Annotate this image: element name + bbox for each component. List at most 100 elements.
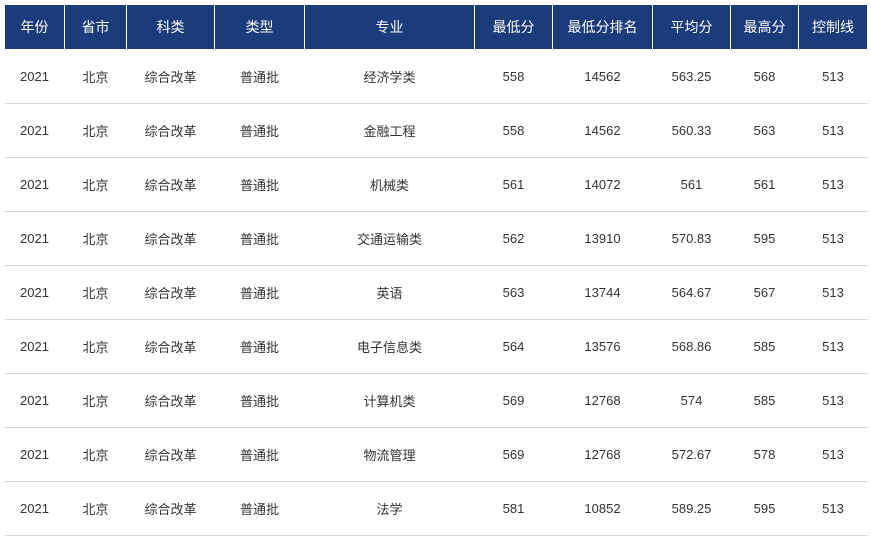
header-max: 最高分 — [731, 5, 799, 50]
cell-major: 交通运输类 — [305, 212, 475, 266]
cell-minrank: 12768 — [553, 428, 653, 482]
cell-avg: 570.83 — [653, 212, 731, 266]
cell-subject: 综合改革 — [127, 50, 215, 104]
cell-avg: 574 — [653, 374, 731, 428]
admission-score-table: 年份省市科类类型专业最低分最低分排名平均分最高分控制线 2021北京综合改革普通… — [4, 4, 868, 536]
cell-type: 普通批 — [215, 320, 305, 374]
cell-province: 北京 — [65, 158, 127, 212]
cell-min: 558 — [475, 104, 553, 158]
header-year: 年份 — [5, 5, 65, 50]
cell-min: 569 — [475, 428, 553, 482]
table-row: 2021北京综合改革普通批交通运输类56213910570.83595513 — [5, 212, 868, 266]
cell-avg: 589.25 — [653, 482, 731, 536]
cell-type: 普通批 — [215, 158, 305, 212]
cell-min: 558 — [475, 50, 553, 104]
cell-province: 北京 — [65, 482, 127, 536]
cell-year: 2021 — [5, 212, 65, 266]
cell-max: 578 — [731, 428, 799, 482]
table-row: 2021北京综合改革普通批电子信息类56413576568.86585513 — [5, 320, 868, 374]
cell-min: 564 — [475, 320, 553, 374]
cell-major: 经济学类 — [305, 50, 475, 104]
header-ctrl: 控制线 — [799, 5, 868, 50]
cell-subject: 综合改革 — [127, 158, 215, 212]
cell-avg: 561 — [653, 158, 731, 212]
cell-type: 普通批 — [215, 50, 305, 104]
table-row: 2021北京综合改革普通批机械类56114072561561513 — [5, 158, 868, 212]
cell-year: 2021 — [5, 104, 65, 158]
cell-ctrl: 513 — [799, 212, 868, 266]
cell-max: 585 — [731, 374, 799, 428]
cell-minrank: 13910 — [553, 212, 653, 266]
cell-max: 595 — [731, 212, 799, 266]
cell-type: 普通批 — [215, 104, 305, 158]
cell-ctrl: 513 — [799, 158, 868, 212]
cell-max: 567 — [731, 266, 799, 320]
table-body: 2021北京综合改革普通批经济学类55814562563.25568513202… — [5, 50, 868, 536]
cell-year: 2021 — [5, 266, 65, 320]
cell-ctrl: 513 — [799, 320, 868, 374]
header-row: 年份省市科类类型专业最低分最低分排名平均分最高分控制线 — [5, 5, 868, 50]
cell-major: 法学 — [305, 482, 475, 536]
cell-max: 595 — [731, 482, 799, 536]
cell-year: 2021 — [5, 320, 65, 374]
cell-max: 585 — [731, 320, 799, 374]
cell-max: 568 — [731, 50, 799, 104]
cell-ctrl: 513 — [799, 428, 868, 482]
cell-year: 2021 — [5, 158, 65, 212]
cell-type: 普通批 — [215, 212, 305, 266]
table-row: 2021北京综合改革普通批英语56313744564.67567513 — [5, 266, 868, 320]
cell-subject: 综合改革 — [127, 212, 215, 266]
cell-major: 机械类 — [305, 158, 475, 212]
cell-province: 北京 — [65, 428, 127, 482]
cell-ctrl: 513 — [799, 374, 868, 428]
cell-minrank: 13744 — [553, 266, 653, 320]
cell-year: 2021 — [5, 428, 65, 482]
cell-avg: 563.25 — [653, 50, 731, 104]
header-province: 省市 — [65, 5, 127, 50]
cell-major: 电子信息类 — [305, 320, 475, 374]
cell-minrank: 14072 — [553, 158, 653, 212]
cell-minrank: 14562 — [553, 50, 653, 104]
cell-avg: 560.33 — [653, 104, 731, 158]
cell-type: 普通批 — [215, 428, 305, 482]
cell-max: 563 — [731, 104, 799, 158]
cell-minrank: 14562 — [553, 104, 653, 158]
cell-subject: 综合改革 — [127, 482, 215, 536]
table-row: 2021北京综合改革普通批金融工程55814562560.33563513 — [5, 104, 868, 158]
cell-year: 2021 — [5, 482, 65, 536]
cell-type: 普通批 — [215, 482, 305, 536]
cell-minrank: 10852 — [553, 482, 653, 536]
cell-minrank: 13576 — [553, 320, 653, 374]
header-min: 最低分 — [475, 5, 553, 50]
cell-ctrl: 513 — [799, 266, 868, 320]
cell-min: 563 — [475, 266, 553, 320]
cell-avg: 568.86 — [653, 320, 731, 374]
cell-avg: 572.67 — [653, 428, 731, 482]
cell-min: 562 — [475, 212, 553, 266]
table-row: 2021北京综合改革普通批经济学类55814562563.25568513 — [5, 50, 868, 104]
cell-subject: 综合改革 — [127, 428, 215, 482]
header-type: 类型 — [215, 5, 305, 50]
header-major: 专业 — [305, 5, 475, 50]
cell-province: 北京 — [65, 104, 127, 158]
cell-year: 2021 — [5, 50, 65, 104]
cell-province: 北京 — [65, 374, 127, 428]
cell-major: 金融工程 — [305, 104, 475, 158]
cell-province: 北京 — [65, 266, 127, 320]
cell-ctrl: 513 — [799, 50, 868, 104]
table-row: 2021北京综合改革普通批物流管理56912768572.67578513 — [5, 428, 868, 482]
cell-min: 581 — [475, 482, 553, 536]
cell-major: 计算机类 — [305, 374, 475, 428]
cell-subject: 综合改革 — [127, 320, 215, 374]
cell-province: 北京 — [65, 212, 127, 266]
cell-province: 北京 — [65, 50, 127, 104]
cell-ctrl: 513 — [799, 482, 868, 536]
table-row: 2021北京综合改革普通批计算机类56912768574585513 — [5, 374, 868, 428]
cell-year: 2021 — [5, 374, 65, 428]
cell-min: 569 — [475, 374, 553, 428]
table-row: 2021北京综合改革普通批法学58110852589.25595513 — [5, 482, 868, 536]
cell-major: 物流管理 — [305, 428, 475, 482]
cell-ctrl: 513 — [799, 104, 868, 158]
cell-subject: 综合改革 — [127, 374, 215, 428]
header-minrank: 最低分排名 — [553, 5, 653, 50]
